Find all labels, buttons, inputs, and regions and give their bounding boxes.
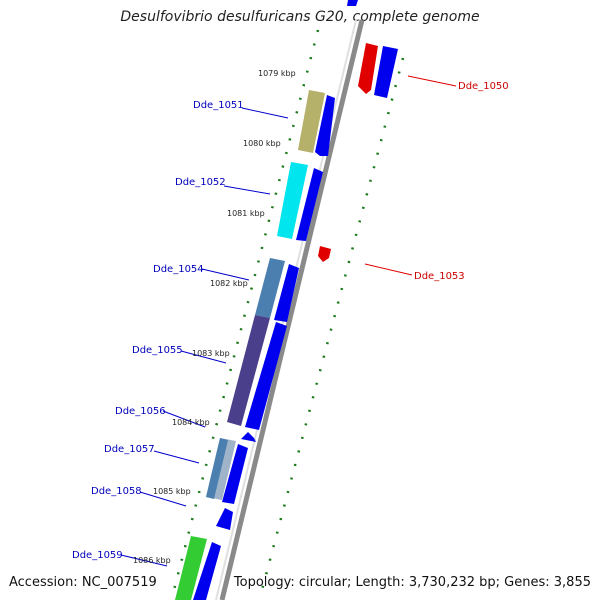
label-dde-1057[interactable]: Dde_1057 bbox=[104, 444, 155, 455]
gene-top-partial[interactable] bbox=[347, 0, 358, 6]
gene-dde-1057[interactable] bbox=[206, 438, 248, 504]
label-leaders bbox=[120, 75, 457, 567]
gene-dde-1051[interactable] bbox=[298, 90, 335, 156]
topology-summary: Topology: circular; Length: 3,730,232 bp… bbox=[233, 575, 591, 590]
kbp-label-1084: 1084 kbp bbox=[172, 418, 210, 427]
kbp-label-1081: 1081 kbp bbox=[227, 209, 265, 218]
gene-dde-1056[interactable] bbox=[241, 432, 256, 442]
kbp-label-1082: 1082 kbp bbox=[210, 279, 248, 288]
label-dde-1056[interactable]: Dde_1056 bbox=[115, 406, 166, 417]
gene-dde-1050[interactable] bbox=[358, 43, 398, 98]
label-dde-1053[interactable]: Dde_1053 bbox=[414, 271, 465, 282]
label-dde-1051[interactable]: Dde_1051 bbox=[193, 100, 244, 111]
gene-dde-1053[interactable] bbox=[318, 246, 331, 262]
kbp-label-1083: 1083 kbp bbox=[192, 349, 230, 358]
label-dde-1050[interactable]: Dde_1050 bbox=[458, 81, 509, 92]
kbp-label-1086: 1086 kbp bbox=[133, 556, 171, 565]
accession-text: Accession: NC_007519 bbox=[9, 575, 157, 590]
genome-backbone bbox=[219, 19, 365, 600]
gene-dde-1055[interactable] bbox=[227, 315, 287, 430]
gene-dde-1058[interactable] bbox=[216, 508, 233, 530]
label-dde-1054[interactable]: Dde_1054 bbox=[153, 264, 204, 275]
label-dde-1059[interactable]: Dde_1059 bbox=[72, 550, 123, 561]
label-dde-1055[interactable]: Dde_1055 bbox=[132, 345, 183, 356]
kbp-label-1079: 1079 kbp bbox=[258, 69, 296, 78]
gene-dde-1059[interactable] bbox=[175, 536, 221, 600]
map-title: Desulfovibrio desulfuricans G20, complet… bbox=[120, 9, 480, 25]
gene-dde-1054[interactable] bbox=[255, 258, 299, 322]
kbp-label-1080: 1080 kbp bbox=[243, 139, 281, 148]
label-dde-1052[interactable]: Dde_1052 bbox=[175, 177, 226, 188]
label-dde-1058[interactable]: Dde_1058 bbox=[91, 486, 142, 497]
kbp-label-1085: 1085 kbp bbox=[153, 487, 191, 496]
gene-dde-1052[interactable] bbox=[277, 162, 323, 241]
